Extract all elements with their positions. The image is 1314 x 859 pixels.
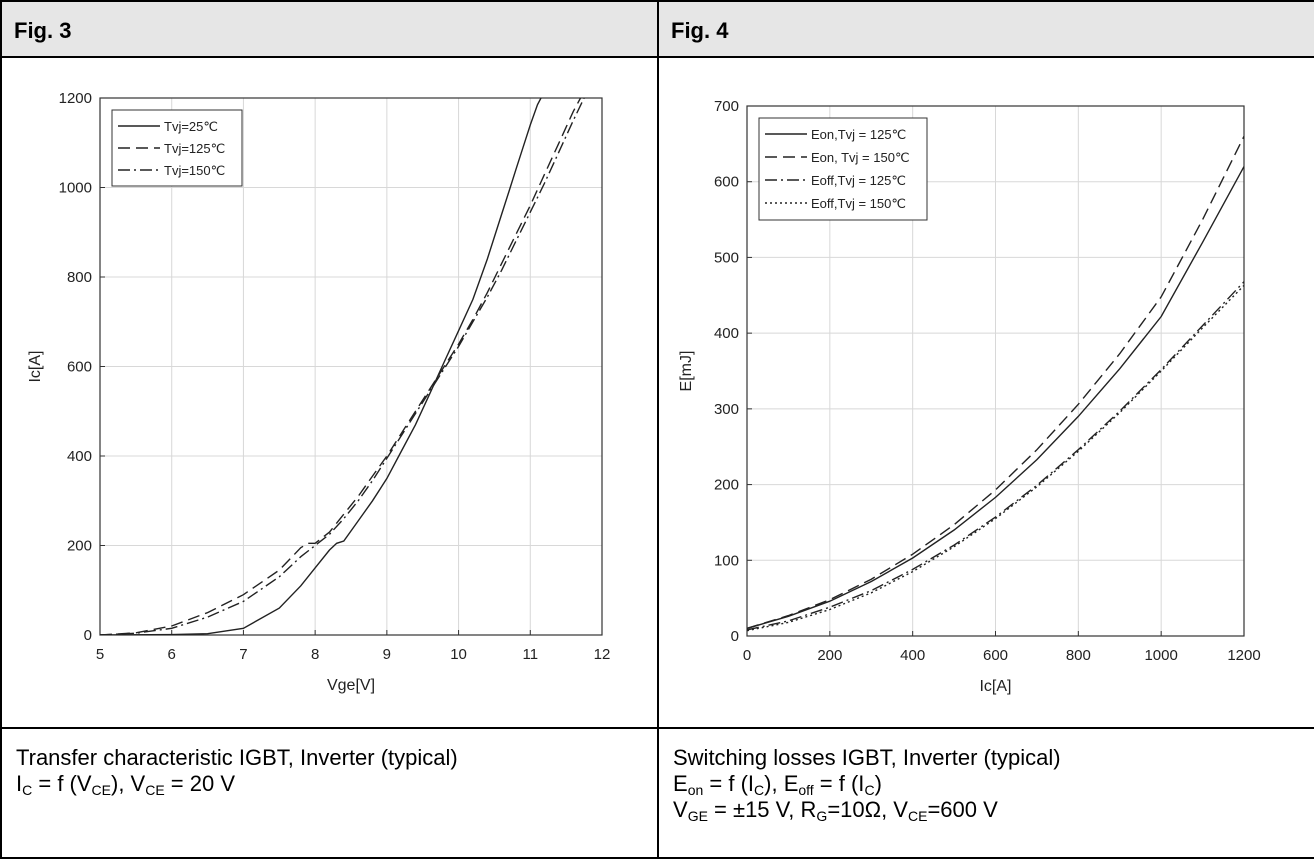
fig4-plot-cell: 0 200 400 600 800 1000 1200 0 100 200 300 400 500 600… [657,56,1314,729]
y-tick-label: 400 [67,448,92,465]
fig4-caption-cell: Switching losses IGBT, Inverter (typical… [657,727,1314,859]
x-tick-label: 200 [817,647,842,664]
x-tick-label: 0 [743,647,751,664]
fig4-header: Fig. 4 [671,18,729,43]
x-tick-label: 10 [450,646,467,663]
fig3-caption-title: Transfer characteristic IGBT, Inverter (… [16,745,458,770]
series-line-3 [747,281,1244,631]
fig4-header-cell: Fig. 4 [657,0,1314,58]
fig4-caption: Switching losses IGBT, Inverter (typical… [659,729,1314,823]
y-tick-label: 1200 [59,90,92,107]
x-tick-label: 7 [239,646,247,663]
x-axis-label: Ic[A] [979,678,1011,695]
legend-label-3: Eoff,Tvj = 125℃ [811,173,906,188]
series-line-4 [747,284,1244,632]
legend-label-2: Tvj=125℃ [164,141,225,156]
fig3-header: Fig. 3 [14,18,72,43]
y-tick-label: 0 [731,628,739,645]
fig3-chart: 5 6 7 8 9 10 11 12 0 200 400 600 800 1000 1200 Vge[V] Ic… [27,90,611,694]
x-tick-label: 11 [522,646,538,663]
x-tick-label: 800 [1066,647,1091,664]
series-line-1 [747,166,1244,630]
y-tick-label: 0 [84,627,92,644]
y-tick-label: 1000 [59,180,92,197]
fig3-caption-formula: IC = f (VCE), VCE = 20 V [16,771,236,798]
y-tick-label: 500 [714,249,739,266]
y-tick-label: 200 [67,538,92,555]
x-axis-label: Vge[V] [327,677,375,694]
x-tick-label: 1200 [1227,647,1260,664]
series-line-1 [100,98,542,635]
y-axis-label: Ic[A] [27,350,44,382]
fig3-header-cell: Fig. 3 [0,0,659,58]
fig3-caption: Transfer characteristic IGBT, Inverter (… [2,729,657,797]
y-tick-label: 800 [67,269,92,286]
x-tick-label: 9 [383,646,391,663]
x-tick-label: 5 [96,646,104,663]
x-tick-label: 6 [168,646,176,663]
legend-label-3: Tvj=150℃ [164,163,225,178]
y-tick-label: 300 [714,401,739,418]
fig4-caption-title: Switching losses IGBT, Inverter (typical… [673,745,1061,770]
series-line-2 [100,98,582,635]
fig4-chart: 0 200 400 600 800 1000 1200 0 100 200 300 400 500 600… [678,98,1261,695]
y-tick-label: 100 [714,552,739,569]
y-tick-label: 600 [67,359,92,376]
fig3-plot-cell: 5 6 7 8 9 10 11 12 0 200 400 600 800 1000 1200 Vge[V] Ic… [0,56,659,729]
y-tick-label: 700 [714,98,739,115]
series-line-3 [100,98,585,635]
legend-label-1: Eon,Tvj = 125℃ [811,127,906,142]
x-tick-label: 400 [900,647,925,664]
legend-label-2: Eon, Tvj = 150℃ [811,150,910,165]
series-line-2 [747,135,1244,630]
y-tick-label: 400 [714,325,739,342]
x-tick-label: 12 [594,646,611,663]
legend-label-4: Eoff,Tvj = 150℃ [811,196,906,211]
fig4-caption-formula: Eon = f (IC), Eoff = f (IC) [673,771,882,798]
y-tick-label: 600 [714,174,739,191]
x-tick-label: 8 [311,646,319,663]
x-tick-label: 600 [983,647,1008,664]
legend-label-1: Tvj=25℃ [164,119,218,134]
legend-box [111,109,243,187]
fig4-caption-conditions: VGE = ±15 V, RG=10Ω, VCE=600 V [673,797,998,824]
x-tick-label: 1000 [1144,647,1177,664]
y-tick-label: 200 [714,477,739,494]
fig3-caption-cell: Transfer characteristic IGBT, Inverter (… [0,727,659,859]
y-axis-label: E[mJ] [678,351,695,392]
